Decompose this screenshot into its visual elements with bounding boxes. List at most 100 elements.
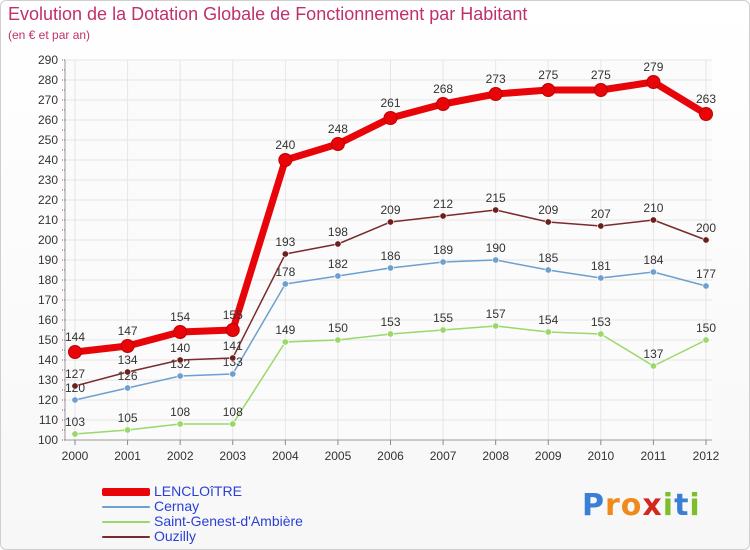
data-label: 181 [591,259,611,273]
logo-letter: i [662,488,675,523]
data-point [68,345,82,359]
data-label: 182 [328,257,348,271]
data-label: 153 [591,315,611,329]
data-label: 200 [696,221,716,235]
y-tick-label: 290 [38,53,58,67]
data-label: 209 [538,203,558,217]
data-label: 273 [486,72,506,86]
data-label: 147 [118,324,138,338]
data-point [492,256,500,264]
data-point [334,240,342,248]
data-label: 184 [643,253,663,267]
data-label: 186 [380,249,400,263]
data-point [124,368,132,376]
legend-swatch [102,521,150,523]
data-label: 141 [223,339,243,353]
data-point [176,372,184,380]
data-label: 275 [538,68,558,82]
x-tick-label: 2009 [535,449,562,463]
data-point [124,384,132,392]
data-point [702,336,710,344]
x-tick-label: 2000 [62,449,89,463]
y-tick-label: 230 [38,173,58,187]
legend-swatch [102,488,150,496]
x-tick-label: 2003 [219,449,246,463]
data-point [281,280,289,288]
chart-legend: LENCLOîTRE Cernay Saint-Genest-d'Ambière Ou… [102,484,432,544]
x-tick-label: 2005 [325,449,352,463]
y-tick-label: 170 [38,293,58,307]
data-point [597,330,605,338]
proxiti-logo: Proxiti [582,488,701,523]
legend-swatch [102,506,150,508]
data-label: 198 [328,225,348,239]
data-point [544,266,552,274]
data-label: 207 [591,207,611,221]
data-label: 209 [380,203,400,217]
data-label: 248 [328,122,348,136]
data-label: 193 [275,235,295,249]
data-point [225,323,240,337]
data-label: 177 [696,267,716,281]
data-point [124,426,132,434]
y-tick-label: 270 [38,93,58,107]
data-label: 154 [170,310,190,324]
x-tick-label: 2011 [641,449,667,463]
data-point [386,264,394,272]
data-label: 268 [433,82,453,96]
data-point [488,87,503,101]
data-label: 263 [696,92,716,106]
y-tick-label: 130 [38,373,58,387]
data-point [71,430,79,438]
logo-letter: x [642,488,663,523]
data-point [597,222,605,230]
legend-item: Cernay [102,499,432,514]
data-label: 108 [223,405,243,419]
logo-letter: r [605,488,621,523]
chart-title: Evolution de la Dotation Globale de Fonc… [8,4,528,24]
data-label: 215 [486,191,506,205]
data-label: 154 [538,313,558,327]
data-label: 153 [380,315,400,329]
legend-item: Saint-Genest-d'Ambière [102,514,432,529]
data-point [439,326,447,334]
x-tick-label: 2004 [272,449,299,463]
data-label: 140 [170,341,190,355]
data-point [492,322,500,330]
data-point [649,216,657,224]
data-point [386,330,394,338]
data-label: 185 [538,251,558,265]
y-tick-label: 150 [38,333,58,347]
data-point [544,328,552,336]
data-point [173,325,188,339]
data-point [383,111,398,125]
data-label: 157 [486,307,506,321]
logo-letter: t [674,488,690,523]
x-tick-label: 2002 [167,449,194,463]
data-point [334,336,342,344]
chart-subtitle: (en € et par an) [8,28,91,42]
data-point [649,362,657,370]
data-point [436,97,451,111]
y-tick-label: 260 [38,113,58,127]
data-point [439,212,447,220]
data-point [699,107,713,121]
legend-label: Cernay [154,498,200,514]
data-point [597,274,605,282]
data-label: 275 [591,68,611,82]
y-tick-label: 190 [38,253,58,267]
data-point [229,420,237,428]
data-label: 108 [170,405,190,419]
data-label: 210 [643,201,663,215]
logo-letter: i [689,488,701,523]
data-point [702,236,710,244]
data-point [176,356,184,364]
y-tick-label: 180 [38,273,58,287]
data-point [281,250,289,258]
legend-swatch [102,536,150,538]
y-tick-label: 200 [38,233,58,247]
y-tick-label: 140 [38,353,58,367]
legend-item: LENCLOîTRE [102,484,432,499]
data-point [229,370,237,378]
